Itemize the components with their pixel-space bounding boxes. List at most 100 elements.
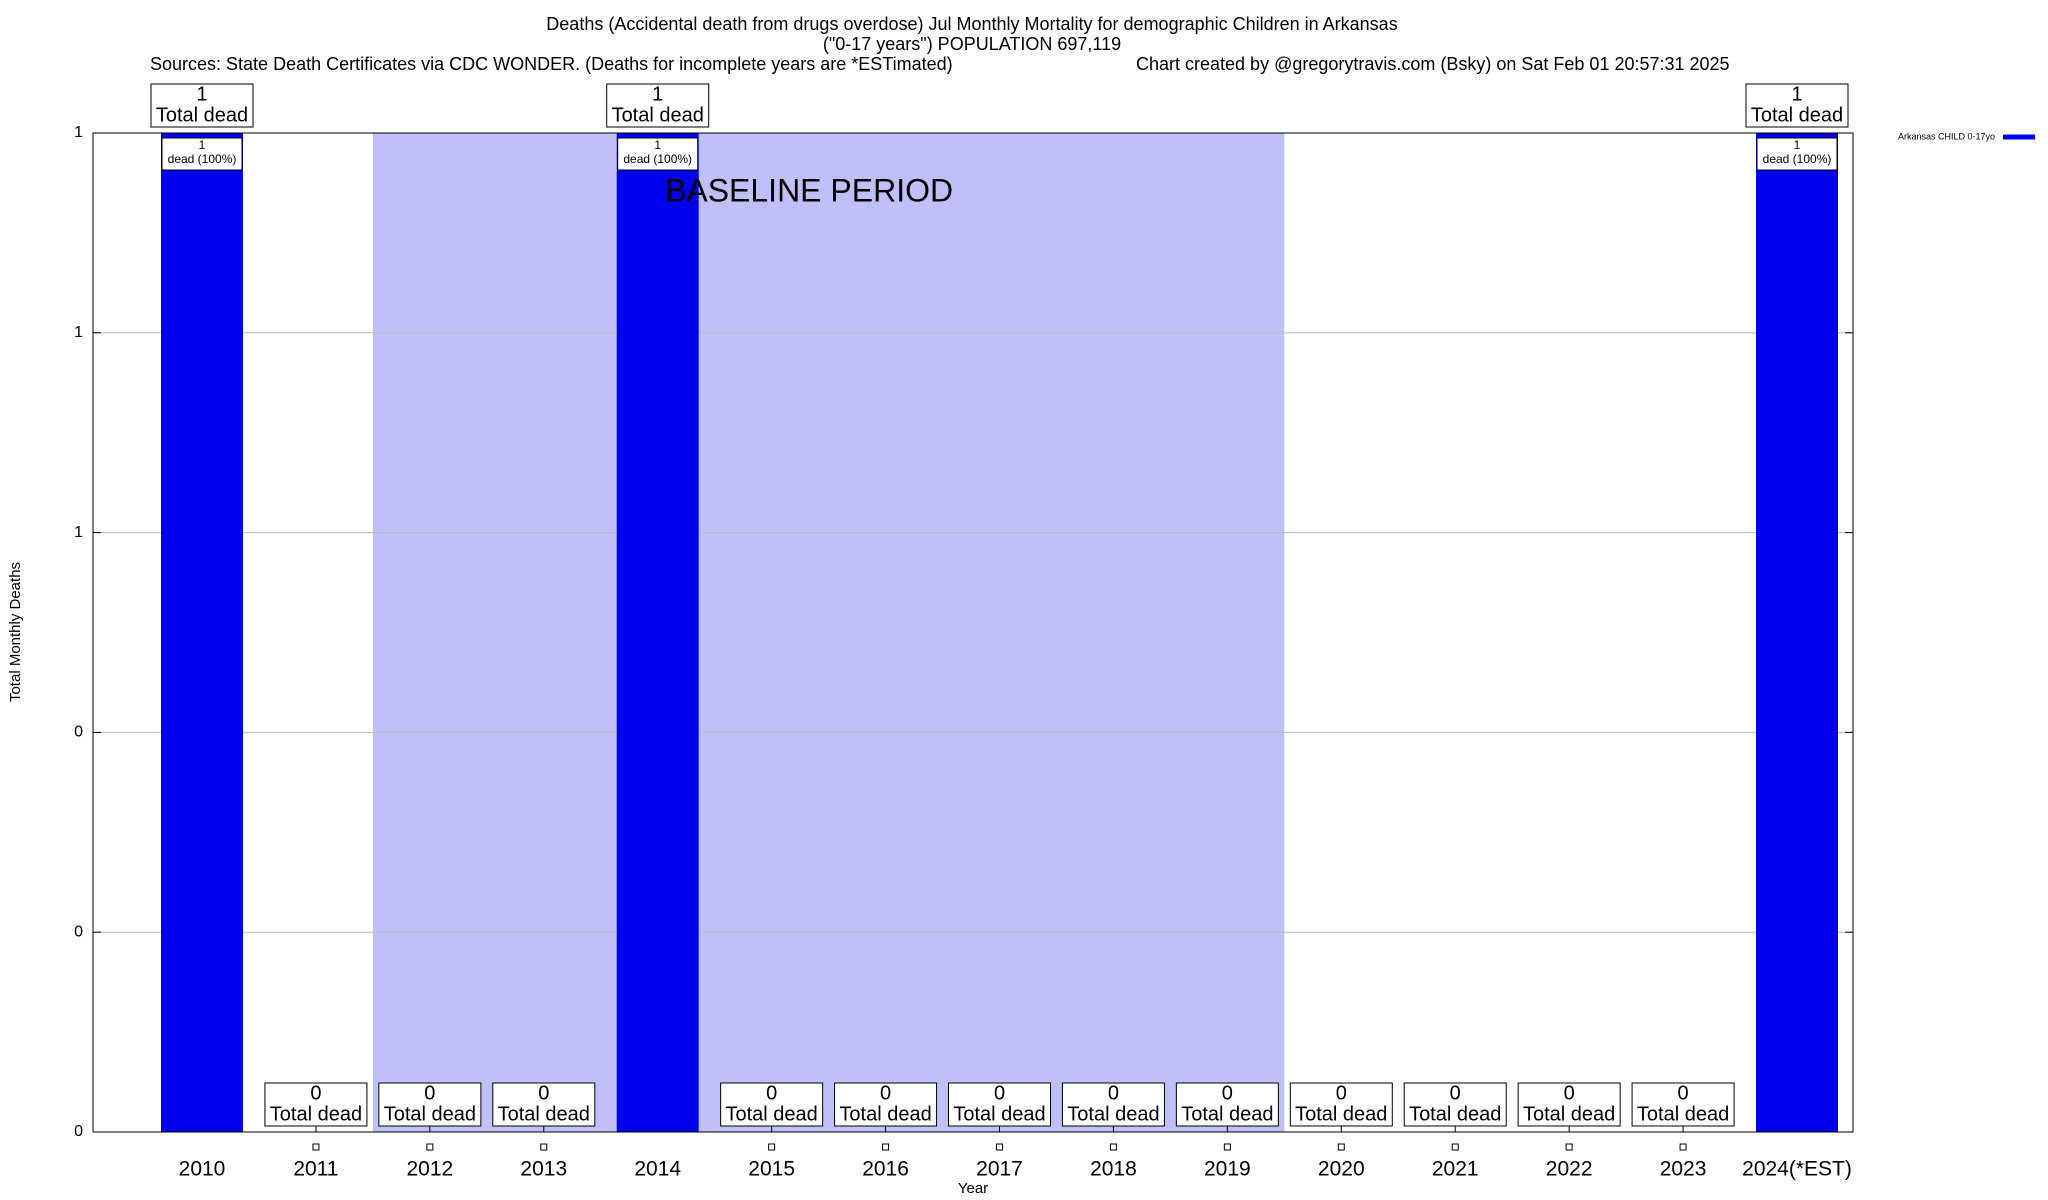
share-label-box: [1756, 137, 1838, 171]
total-dead-label: Total dead: [725, 1103, 817, 1125]
total-dead-label: Total dead: [1295, 1103, 1387, 1125]
share-label: dead (100%): [623, 152, 692, 166]
total-label-box: [492, 1082, 596, 1127]
y-tick-label: 0: [74, 1123, 83, 1140]
baseline-label: BASELINE PERIOD: [665, 172, 953, 208]
total-dead-label: Total dead: [1409, 1103, 1501, 1125]
total-value-label: 0: [310, 1082, 321, 1104]
zero-marker: [540, 1143, 548, 1151]
total-value-label: 0: [994, 1082, 1005, 1104]
total-label-box: [150, 83, 254, 128]
chart-title: Deaths (Accidental death from drugs over…: [546, 14, 1397, 34]
zero-marker: [1451, 1143, 1459, 1151]
total-dead-label: Total dead: [839, 1103, 931, 1125]
total-value-label: 0: [1564, 1082, 1575, 1104]
zero-marker: [1565, 1143, 1573, 1151]
total-value-label: 0: [1678, 1082, 1689, 1104]
total-dead-label: Total dead: [1067, 1103, 1159, 1125]
share-label: dead (100%): [1763, 152, 1832, 166]
share-label-box: [617, 137, 699, 171]
x-tick-label: 2018: [1090, 1158, 1137, 1181]
x-tick-label: 2015: [748, 1158, 795, 1181]
total-dead-label: Total dead: [612, 104, 704, 126]
plot-background: [93, 132, 1853, 1133]
total-label-box: [1061, 1082, 1165, 1127]
total-label-box: [1517, 1082, 1621, 1127]
total-dead-label: Total dead: [1637, 1103, 1729, 1125]
zero-marker: [1679, 1143, 1687, 1151]
zero-marker: [1109, 1143, 1117, 1151]
total-value-label: 0: [766, 1082, 777, 1104]
total-label-box: [948, 1082, 1051, 1127]
x-tick-label: 2019: [1204, 1158, 1251, 1181]
share-label: dead (100%): [168, 152, 237, 166]
zero-marker: [426, 1143, 434, 1151]
y-tick-label: 1: [74, 524, 83, 541]
total-value-label: 0: [880, 1082, 891, 1104]
total-dead-label: Total dead: [270, 1103, 362, 1125]
y-axis-label: Total Monthly Deaths: [7, 562, 24, 702]
share-value-label: 1: [199, 138, 206, 152]
y-tick-label: 1: [74, 324, 83, 341]
zero-marker: [312, 1143, 320, 1151]
total-label-box: [1289, 1082, 1393, 1127]
x-tick-label: 2021: [1432, 1158, 1479, 1181]
baseline-period: [372, 133, 1285, 1132]
total-label-box: [1403, 1082, 1507, 1127]
total-dead-label: Total dead: [1181, 1103, 1273, 1125]
total-value-label: 1: [1791, 83, 1802, 105]
total-value-label: 0: [424, 1082, 435, 1104]
source-note: Sources: State Death Certificates via CD…: [150, 54, 953, 74]
x-tick-label: 2016: [862, 1158, 909, 1181]
total-value-label: 1: [196, 83, 207, 105]
total-dead-label: Total dead: [384, 1103, 476, 1125]
total-dead-label: Total dead: [1751, 104, 1843, 126]
total-dead-label: Total dead: [1523, 1103, 1615, 1125]
total-dead-label: Total dead: [498, 1103, 590, 1125]
chart-subtitle: ("0-17 years") POPULATION 697,119: [823, 34, 1121, 54]
total-label-box: [378, 1082, 482, 1127]
total-value-label: 1: [652, 83, 663, 105]
x-tick-label: 2022: [1546, 1158, 1593, 1181]
x-axis-label: Year: [958, 1180, 988, 1197]
total-label-box: [720, 1082, 824, 1127]
bar: [616, 133, 699, 1132]
total-label-box: [264, 1082, 368, 1127]
x-tick-label: 2023: [1660, 1158, 1707, 1181]
zero-marker: [882, 1143, 890, 1151]
total-value-label: 0: [1336, 1082, 1347, 1104]
y-tick-label: 1: [74, 124, 83, 141]
bar: [161, 133, 243, 1132]
x-tick-label: 2013: [520, 1158, 567, 1181]
x-tick-label: 2012: [406, 1158, 453, 1181]
total-value-label: 0: [1108, 1082, 1119, 1104]
zero-marker: [1337, 1143, 1345, 1151]
total-label-box: [606, 83, 710, 128]
zero-marker: [1223, 1143, 1231, 1151]
total-label-box: [1631, 1082, 1735, 1127]
share-value-label: 1: [1794, 138, 1801, 152]
y-tick-label: 0: [74, 724, 83, 741]
legend-label: Arkansas CHILD 0-17yo: [1898, 131, 1995, 141]
x-tick-label: 2020: [1318, 1158, 1365, 1181]
credit-note: Chart created by @gregorytravis.com (Bsk…: [1136, 54, 1730, 74]
zero-marker: [996, 1143, 1003, 1151]
total-dead-label: Total dead: [953, 1103, 1045, 1125]
x-tick-label: 2011: [293, 1158, 338, 1181]
total-value-label: 0: [1222, 1082, 1233, 1104]
x-tick-label: 2024(*EST): [1742, 1158, 1852, 1181]
bar: [1756, 133, 1838, 1132]
x-tick-label: 2017: [976, 1158, 1023, 1181]
total-label-box: [1175, 1082, 1279, 1127]
x-tick-label: 2010: [179, 1158, 226, 1181]
x-tick-label: 2014: [634, 1158, 681, 1181]
total-dead-label: Total dead: [156, 104, 248, 126]
total-value-label: 0: [1450, 1082, 1461, 1104]
total-label-box: [834, 1082, 938, 1127]
plot-frame: [92, 132, 1854, 1133]
zero-marker: [768, 1143, 776, 1151]
y-tick-label: 0: [74, 923, 83, 940]
share-label-box: [161, 137, 243, 171]
total-value-label: 0: [538, 1082, 549, 1104]
